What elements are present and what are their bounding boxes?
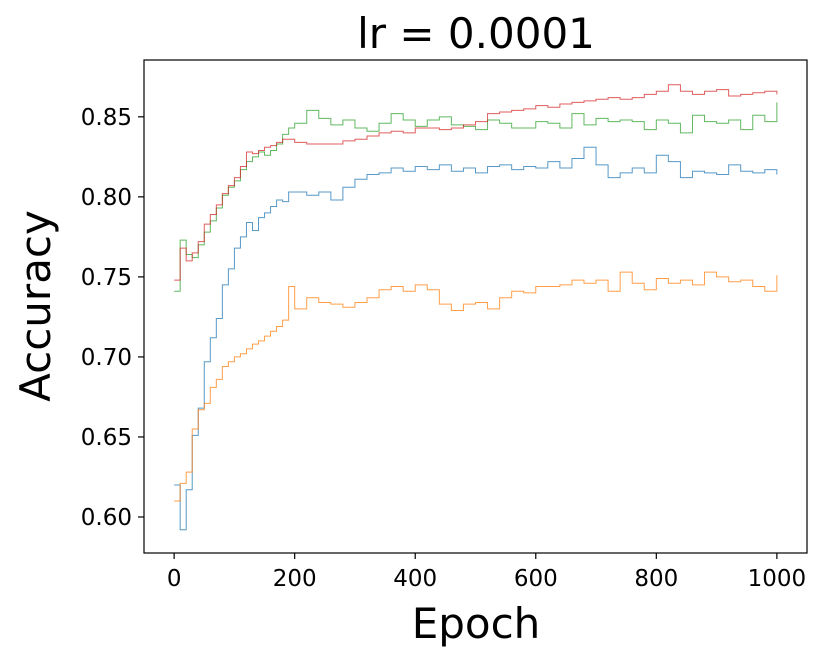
plot-frame xyxy=(143,59,808,554)
y-tick-label: 0.75 xyxy=(81,265,132,291)
y-tick-label: 0.85 xyxy=(81,105,132,131)
x-tick-label: 400 xyxy=(393,566,437,592)
y-tick-label: 0.80 xyxy=(81,185,132,211)
series-line-1 xyxy=(174,146,778,531)
x-tick-label: 200 xyxy=(273,566,317,592)
x-tick-label: 0 xyxy=(167,566,182,592)
chart-title: lr = 0.0001 xyxy=(357,9,595,58)
x-tick-label: 600 xyxy=(514,566,558,592)
series-line-4 xyxy=(174,84,778,281)
y-tick-label: 0.60 xyxy=(81,505,132,531)
y-tick-label: 0.70 xyxy=(81,345,132,371)
series-line-2 xyxy=(174,271,778,502)
y-tick-label: 0.65 xyxy=(81,425,132,451)
x-tick-label: 1000 xyxy=(748,566,807,592)
x-axis-title: Epoch xyxy=(412,599,541,648)
x-axis-ticks: 0 200 400 600 800 1000 xyxy=(167,553,806,592)
x-tick-label: 800 xyxy=(634,566,678,592)
y-axis-ticks: 0.60 0.65 0.70 0.75 0.80 0.85 xyxy=(81,105,144,531)
plot-series-group xyxy=(174,84,778,531)
y-axis-title: Accuracy xyxy=(11,210,60,402)
